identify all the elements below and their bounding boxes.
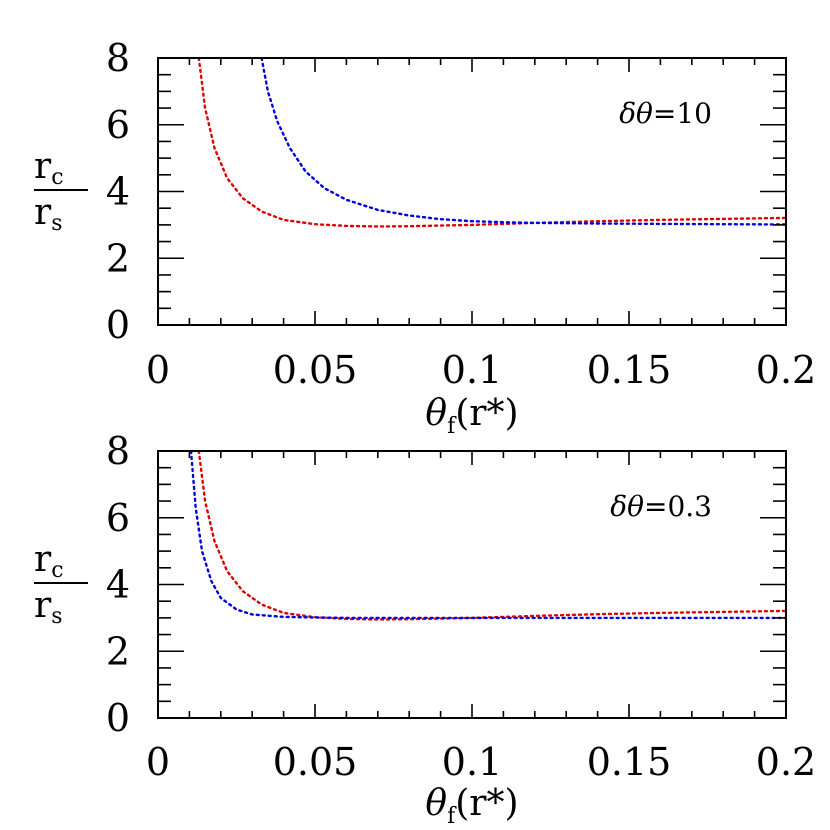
top-y-title-numerator: rc — [34, 146, 64, 190]
bottom-y-tick-label: 4 — [106, 563, 130, 607]
bottom-x-tick-label: 0.05 — [273, 740, 358, 784]
bottom-x-tick-label: 0.2 — [756, 740, 816, 784]
top-x-tick-label: 0.15 — [587, 348, 672, 392]
bottom-series-red-line — [197, 451, 786, 621]
bottom-y-tick-label: 8 — [106, 429, 130, 473]
bottom-y-tick-label: 0 — [106, 696, 130, 740]
bottom-y-title-denominator: rs — [34, 585, 63, 629]
top-y-tick-label: 4 — [106, 170, 130, 214]
bottom-series-blue-line — [189, 451, 786, 620]
bottom-x-tick-label: 0.1 — [442, 740, 502, 784]
top-y-tick-label: 2 — [106, 236, 130, 280]
bottom-annotation: δθ=0.3 — [610, 490, 712, 523]
top-y-tick-label: 0 — [106, 303, 130, 347]
top-y-title-denominator: rs — [34, 192, 63, 236]
top-x-tick-label: 0.05 — [273, 348, 358, 392]
bottom-x-axis-title: θf(r*) — [425, 783, 518, 829]
top-series-red-line — [197, 58, 786, 228]
top-x-tick-label: 0 — [146, 348, 170, 392]
top-y-tick-label: 6 — [106, 103, 130, 147]
top-x-axis-title: θf(r*) — [425, 393, 518, 439]
top-series-blue-line — [260, 58, 786, 226]
top-annotation: δθ=10 — [619, 97, 712, 130]
bottom-x-tick-label: 0.15 — [587, 740, 672, 784]
bottom-x-tick-label: 0 — [146, 740, 170, 784]
bottom-y-tick-label: 6 — [106, 496, 130, 540]
top-x-tick-label: 0.2 — [756, 348, 816, 392]
top-x-tick-label: 0.1 — [442, 348, 502, 392]
bottom-y-title-numerator: rc — [34, 539, 64, 583]
top-y-tick-label: 8 — [106, 36, 130, 80]
bottom-y-tick-label: 2 — [106, 629, 130, 673]
